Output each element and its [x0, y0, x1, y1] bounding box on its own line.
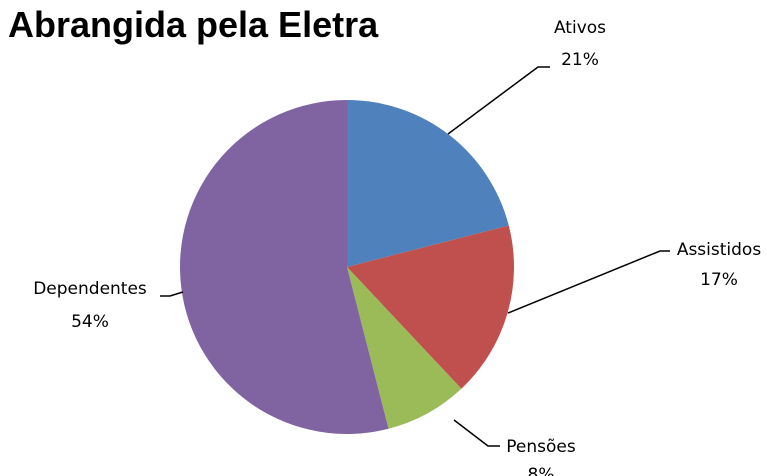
pie-slices	[179, 100, 514, 435]
slice-label-dependentes: Dependentes	[33, 279, 147, 299]
slice-label-ativos: Ativos	[554, 18, 606, 38]
pie-slice-dependentes	[179, 100, 389, 435]
slice-value-ativos: 21%	[561, 50, 599, 70]
leader-line-dependentes	[160, 291, 184, 297]
slice-label-assistidos: Assistidos	[677, 240, 762, 260]
slice-label-pensoes: Pensões	[506, 437, 576, 457]
pie-slice-assistidos	[347, 225, 514, 389]
chart-title: Abrangida pela Eletra	[8, 4, 379, 45]
leader-line-assistidos	[507, 250, 670, 314]
pie-slice-pensoes	[347, 267, 462, 429]
leader-line-pensoes	[453, 419, 500, 447]
slice-value-dependentes: 54%	[71, 312, 109, 332]
pie-slice-ativos	[347, 100, 509, 267]
leader-line-ativos	[447, 66, 550, 135]
slice-value-pensoes: 8%	[528, 465, 555, 476]
slice-value-assistidos: 17%	[700, 270, 738, 290]
